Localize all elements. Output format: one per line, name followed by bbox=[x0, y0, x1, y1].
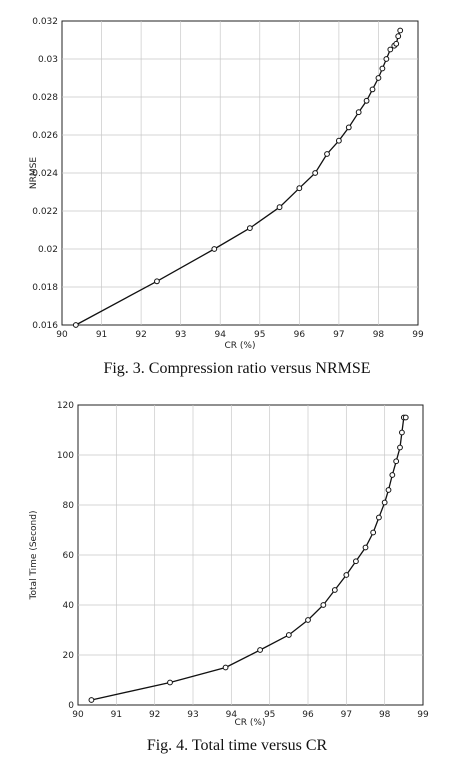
y-axis-label: Total Time (Second) bbox=[29, 511, 39, 601]
data-point-marker bbox=[376, 514, 382, 521]
x-tick-label: 94 bbox=[226, 710, 238, 720]
data-point-marker bbox=[296, 185, 303, 192]
y-tick-label: 40 bbox=[63, 601, 75, 611]
data-point-marker bbox=[345, 124, 352, 131]
data-point-marker bbox=[402, 414, 409, 421]
data-point-marker bbox=[397, 444, 403, 451]
data-point-marker bbox=[324, 151, 330, 157]
data-point-marker bbox=[331, 587, 338, 593]
data-point-marker bbox=[387, 46, 394, 53]
data-point-marker bbox=[355, 109, 362, 116]
data-point-marker bbox=[389, 472, 396, 478]
data-point-marker bbox=[379, 65, 386, 72]
data-point-marker bbox=[395, 33, 402, 40]
x-tick-label: 94 bbox=[214, 330, 226, 340]
x-tick-label: 98 bbox=[379, 710, 391, 720]
y-tick-label: 0.02 bbox=[38, 245, 58, 255]
x-tick-label: 99 bbox=[417, 710, 429, 720]
data-point-marker bbox=[343, 572, 350, 578]
y-axis-label: NRMSE bbox=[29, 157, 39, 189]
data-point-marker bbox=[88, 697, 95, 703]
x-tick-label: 91 bbox=[111, 710, 122, 720]
data-point-marker bbox=[393, 458, 400, 465]
figure-caption: Fig. 3. Compression ratio versus NRMSE bbox=[103, 360, 370, 377]
x-axis-label: CR (%) bbox=[225, 341, 256, 351]
y-tick-label: 100 bbox=[57, 451, 74, 461]
data-point-marker bbox=[257, 647, 263, 653]
y-tick-label: 0.016 bbox=[32, 321, 58, 331]
x-tick-label: 90 bbox=[72, 710, 84, 720]
x-tick-label: 98 bbox=[373, 330, 385, 340]
data-point-marker bbox=[72, 322, 79, 328]
data-point-marker bbox=[320, 602, 327, 608]
data-point-marker bbox=[246, 225, 253, 232]
data-point-marker bbox=[399, 429, 405, 436]
x-tick-label: 96 bbox=[302, 710, 314, 720]
x-tick-label: 95 bbox=[264, 710, 275, 720]
data-point-marker bbox=[397, 27, 404, 34]
y-tick-labels: 0 20 40 60 80 100 120 bbox=[57, 401, 74, 711]
data-point-marker bbox=[285, 632, 292, 638]
x-tick-label: 95 bbox=[254, 330, 265, 340]
data-point-marker bbox=[381, 499, 388, 506]
gridlines bbox=[62, 21, 418, 325]
data-series bbox=[88, 414, 409, 703]
chart-total-time-vs-cr: 90 91 92 93 94 95 96 97 98 99 0 20 40 60 80 100 120 CR … bbox=[29, 401, 429, 754]
y-tick-label: 0.03 bbox=[38, 55, 58, 65]
data-point-marker bbox=[375, 75, 382, 81]
x-axis-label: CR (%) bbox=[235, 718, 266, 728]
y-tick-label: 60 bbox=[63, 551, 75, 561]
data-point-marker bbox=[305, 617, 311, 623]
data-point-marker bbox=[369, 86, 376, 93]
figure-caption: Fig. 4. Total time versus CR bbox=[147, 737, 328, 754]
data-point-marker bbox=[385, 487, 392, 493]
data-point-marker bbox=[370, 529, 377, 536]
data-point-marker bbox=[335, 137, 342, 144]
x-tick-label: 93 bbox=[175, 330, 186, 340]
y-tick-label: 0.018 bbox=[32, 283, 58, 293]
y-tick-label: 20 bbox=[63, 651, 75, 661]
x-tick-label: 99 bbox=[412, 330, 424, 340]
data-series bbox=[72, 27, 404, 328]
x-tick-label: 97 bbox=[333, 330, 344, 340]
x-tick-label: 92 bbox=[135, 330, 146, 340]
data-point-marker bbox=[312, 170, 319, 176]
y-tick-label: 0 bbox=[68, 701, 74, 711]
data-point-marker bbox=[222, 664, 229, 671]
data-point-marker bbox=[362, 544, 369, 551]
y-tick-label: 80 bbox=[63, 501, 75, 511]
x-tick-label: 91 bbox=[96, 330, 107, 340]
x-tick-labels: 90 91 92 93 94 95 96 97 98 99 bbox=[56, 330, 424, 340]
y-tick-label: 0.024 bbox=[32, 169, 58, 179]
y-tick-label: 0.022 bbox=[32, 207, 58, 217]
data-point-marker bbox=[154, 278, 160, 285]
x-tick-labels: 90 91 92 93 94 95 96 97 98 99 bbox=[72, 710, 429, 720]
y-tick-label: 0.028 bbox=[32, 93, 58, 103]
chart-compression-ratio-vs-nrmse: 90 91 92 93 94 95 96 97 98 99 0.016 0.018 0.02 0.022… bbox=[29, 17, 424, 377]
y-tick-label: 0.026 bbox=[32, 131, 58, 141]
y-tick-label: 0.032 bbox=[32, 17, 58, 27]
x-tick-label: 97 bbox=[341, 710, 352, 720]
gridlines bbox=[78, 405, 423, 705]
y-tick-labels: 0.016 0.018 0.02 0.022 0.024 0.026 0.028 0.03 0.… bbox=[32, 17, 58, 331]
data-point-marker bbox=[276, 204, 283, 211]
data-point-marker bbox=[363, 97, 370, 104]
x-tick-label: 92 bbox=[149, 710, 160, 720]
x-tick-label: 90 bbox=[56, 330, 68, 340]
data-point-marker bbox=[353, 558, 359, 565]
data-point-marker bbox=[167, 679, 173, 686]
x-tick-label: 93 bbox=[187, 710, 198, 720]
data-point-marker bbox=[383, 56, 390, 62]
x-tick-label: 96 bbox=[294, 330, 306, 340]
data-point-marker bbox=[211, 246, 218, 252]
y-tick-label: 120 bbox=[57, 401, 74, 411]
data-point-marker bbox=[393, 40, 400, 47]
